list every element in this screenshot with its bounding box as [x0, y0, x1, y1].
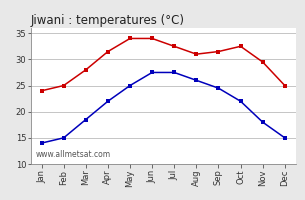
Text: www.allmetsat.com: www.allmetsat.com	[36, 150, 111, 159]
Text: Jiwani : temperatures (°C): Jiwani : temperatures (°C)	[30, 14, 185, 27]
